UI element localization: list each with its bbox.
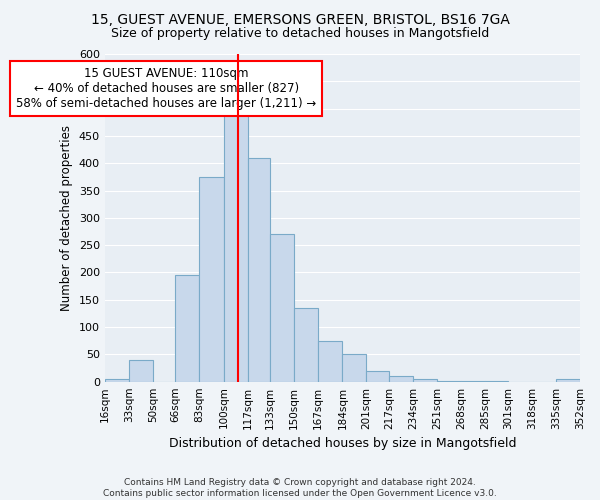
Bar [104,379,129,382]
Text: 15 GUEST AVENUE: 110sqm
← 40% of detached houses are smaller (827)
58% of semi-d: 15 GUEST AVENUE: 110sqm ← 40% of detache… [16,67,317,110]
Y-axis label: Number of detached properties: Number of detached properties [60,125,73,311]
Bar [413,379,437,382]
Text: Size of property relative to detached houses in Mangotsfield: Size of property relative to detached ho… [111,28,489,40]
Bar [389,376,413,382]
Bar [556,379,580,382]
Bar [248,158,270,382]
Bar [437,380,461,382]
Text: 15, GUEST AVENUE, EMERSONS GREEN, BRISTOL, BS16 7GA: 15, GUEST AVENUE, EMERSONS GREEN, BRISTO… [91,12,509,26]
Bar [461,381,485,382]
Bar [318,340,343,382]
Bar [270,234,294,382]
Bar [367,371,389,382]
Bar [294,308,318,382]
Bar [175,275,199,382]
Bar [485,381,508,382]
Bar [129,360,153,382]
Text: Contains HM Land Registry data © Crown copyright and database right 2024.
Contai: Contains HM Land Registry data © Crown c… [103,478,497,498]
Bar [224,114,248,382]
X-axis label: Distribution of detached houses by size in Mangotsfield: Distribution of detached houses by size … [169,437,516,450]
Bar [199,177,224,382]
Bar [343,354,367,382]
